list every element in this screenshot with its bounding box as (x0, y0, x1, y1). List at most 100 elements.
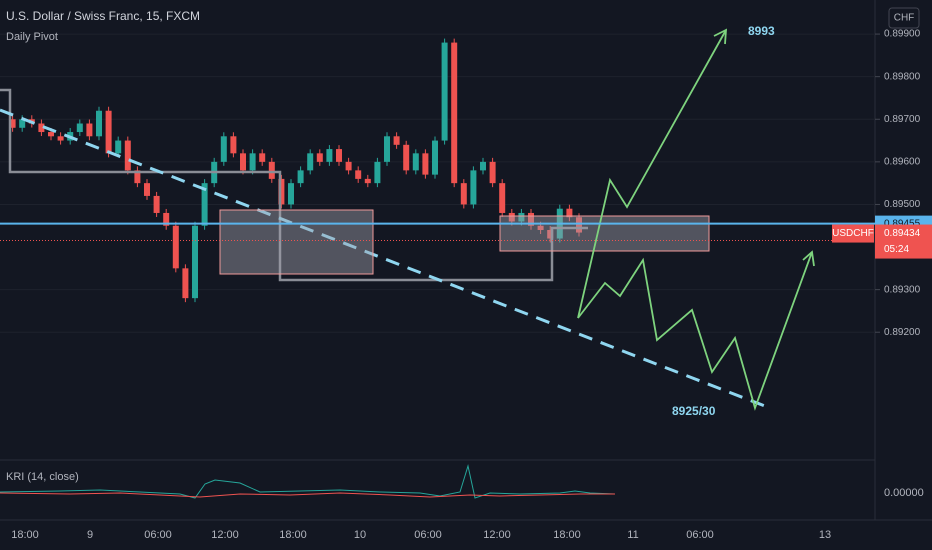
candle (38, 123, 45, 133)
candle (278, 178, 285, 205)
candle (403, 144, 410, 171)
candle (566, 208, 573, 218)
last-price: 0.89434 (884, 228, 921, 239)
candle (393, 136, 400, 145)
symbol: USDCHF (832, 228, 874, 239)
candle (528, 212, 534, 226)
annotation: 8925/30 (672, 404, 716, 418)
symbol-tag (832, 224, 874, 243)
candle (499, 183, 506, 213)
candle (547, 230, 554, 239)
candle (297, 170, 304, 184)
candle (441, 42, 448, 141)
x-tick-label: 18:00 (279, 529, 307, 541)
candle (220, 136, 227, 162)
candle (172, 225, 179, 269)
currency[interactable]: CHF (894, 13, 915, 24)
candle (182, 268, 189, 299)
title: U.S. Dollar / Swiss Franc, 15, FXCM (6, 9, 200, 23)
kri-line (0, 492, 615, 498)
candle (96, 110, 102, 137)
x-tick-label: 06:00 (414, 529, 442, 541)
candle (134, 170, 141, 184)
x-tick-label: 13 (819, 529, 831, 541)
candle (326, 149, 333, 162)
x-tick-label: 12:00 (211, 529, 239, 541)
candle (230, 136, 237, 154)
price-tag (875, 224, 932, 259)
y-tick-label: 0.89600 (884, 156, 921, 167)
candle (163, 212, 170, 226)
candle (259, 153, 266, 162)
candle (86, 123, 93, 137)
candle (508, 212, 515, 222)
arrow-head (713, 28, 728, 45)
candle (249, 153, 256, 171)
x-tick-label: 06:00 (686, 529, 714, 541)
indicator-tick: 0.00000 (884, 487, 924, 499)
candle (105, 110, 112, 154)
y-tick-label: 0.89500 (884, 199, 921, 210)
indicator-name: KRI (14, close) (6, 471, 79, 483)
candle (288, 183, 294, 205)
y-tick-label: 0.89900 (884, 29, 921, 40)
candle (345, 161, 352, 171)
candle (115, 140, 122, 154)
candle (518, 212, 525, 222)
x-tick-label: 06:00 (144, 529, 172, 541)
candle (316, 153, 323, 162)
candle (470, 170, 477, 205)
candle (201, 183, 208, 226)
candle (537, 225, 544, 230)
zone-box (499, 215, 710, 252)
x-tick-label: 18:00 (11, 529, 39, 541)
x-tick-label: 11 (627, 529, 638, 541)
candle (48, 132, 54, 137)
candle (384, 136, 390, 162)
candle (422, 153, 429, 175)
candle (240, 153, 246, 171)
x-tick-label: 9 (87, 529, 93, 541)
y-tick-label: 0.89700 (884, 114, 921, 125)
candle (460, 183, 467, 205)
kri-line (0, 464, 616, 499)
y-tick-label: 0.89200 (884, 327, 921, 338)
x-tick-label: 12:00 (483, 529, 511, 541)
candle (268, 161, 275, 179)
countdown: 05:24 (884, 244, 909, 255)
projection-arrow (577, 29, 727, 319)
x-tick-label: 18:00 (553, 529, 581, 541)
candle (355, 170, 362, 179)
candle (451, 42, 458, 184)
candle (192, 225, 198, 299)
candle (9, 119, 16, 128)
pivot-line (0, 88, 588, 282)
candle (153, 195, 160, 213)
y-tick-label: 0.89300 (884, 284, 921, 295)
candle (480, 161, 486, 171)
support-label: 0.89455 (884, 218, 921, 229)
candle (124, 140, 131, 171)
y-tick-label: 0.89800 (884, 71, 921, 82)
arrow-head (802, 250, 815, 267)
candle (364, 178, 371, 184)
candle (432, 140, 438, 175)
candle (57, 136, 64, 141)
projection-arrow (577, 251, 813, 411)
candle (489, 161, 496, 184)
candle (412, 153, 419, 171)
annotation: 8993 (748, 24, 775, 38)
marks (0, 33, 875, 333)
candle (19, 119, 26, 128)
candle (307, 153, 314, 171)
candle (144, 183, 150, 196)
subtitle: Daily Pivot (6, 31, 58, 43)
currency-button[interactable] (888, 7, 920, 29)
zone-box (219, 209, 374, 275)
candle (76, 123, 83, 133)
x-tick-label: 10 (354, 529, 366, 541)
candle (576, 217, 582, 233)
candle (336, 149, 342, 162)
